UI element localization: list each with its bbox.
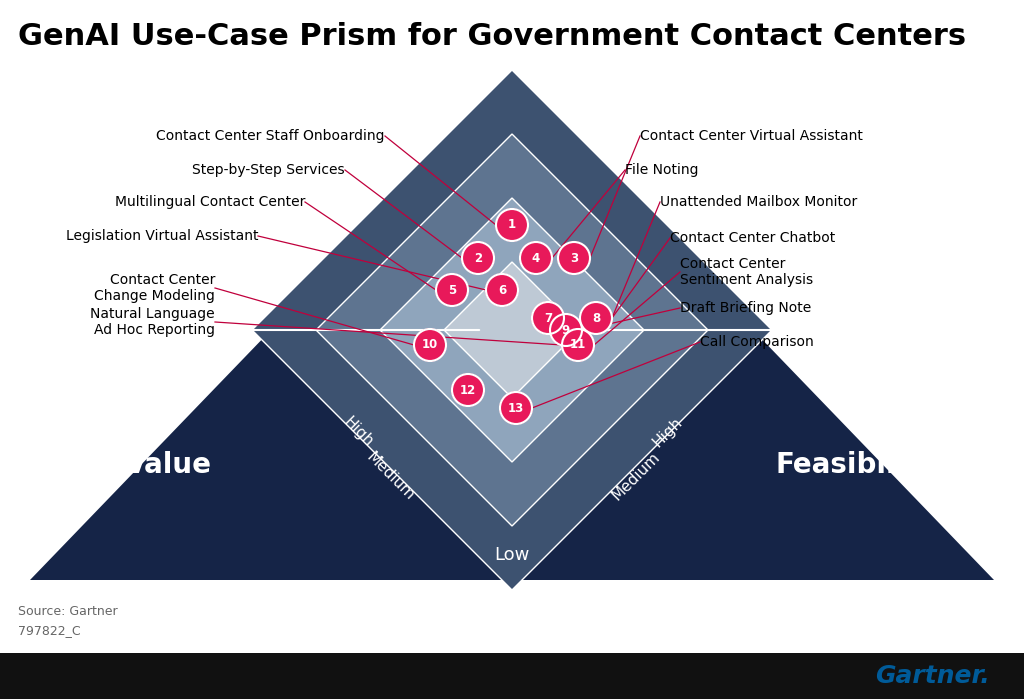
Text: Source: Gartner: Source: Gartner — [18, 605, 118, 618]
Text: 11: 11 — [570, 338, 586, 352]
Text: Contact Center Virtual Assistant: Contact Center Virtual Assistant — [640, 129, 863, 143]
Circle shape — [532, 302, 564, 334]
Text: 797822_C: 797822_C — [18, 624, 81, 637]
Text: Contact Center Chatbot: Contact Center Chatbot — [670, 231, 836, 245]
Polygon shape — [316, 134, 708, 526]
Text: 8: 8 — [592, 312, 600, 324]
Polygon shape — [444, 262, 580, 398]
Text: Gartner.: Gartner. — [876, 664, 990, 688]
Bar — [0, 653, 1024, 699]
Circle shape — [486, 274, 518, 306]
Circle shape — [462, 242, 494, 274]
Text: Call Comparison: Call Comparison — [700, 335, 814, 349]
Polygon shape — [252, 70, 772, 590]
Circle shape — [414, 329, 446, 361]
Text: 12: 12 — [460, 384, 476, 396]
Text: 6: 6 — [498, 284, 506, 296]
Polygon shape — [30, 80, 994, 580]
Text: High: High — [340, 415, 376, 449]
Circle shape — [558, 242, 590, 274]
Text: Contact Center
Change Modeling: Contact Center Change Modeling — [94, 273, 215, 303]
Text: 13: 13 — [508, 401, 524, 415]
Text: Legislation Virtual Assistant: Legislation Virtual Assistant — [66, 229, 258, 243]
Text: 7: 7 — [544, 312, 552, 324]
Circle shape — [520, 242, 552, 274]
Circle shape — [496, 209, 528, 241]
Text: GenAI Use-Case Prism for Government Contact Centers: GenAI Use-Case Prism for Government Cont… — [18, 22, 966, 51]
Text: High: High — [650, 415, 686, 449]
Text: Medium: Medium — [364, 449, 417, 503]
Polygon shape — [380, 198, 644, 462]
Text: 3: 3 — [570, 252, 579, 264]
Text: Medium: Medium — [609, 449, 663, 503]
Text: Value: Value — [125, 451, 212, 479]
Text: 4: 4 — [531, 252, 540, 264]
Text: 10: 10 — [422, 338, 438, 352]
Text: Feasibility: Feasibility — [775, 451, 937, 479]
Circle shape — [550, 314, 582, 346]
Text: Step-by-Step Services: Step-by-Step Services — [193, 163, 345, 177]
Circle shape — [500, 392, 532, 424]
Text: Unattended Mailbox Monitor: Unattended Mailbox Monitor — [660, 195, 857, 209]
Text: Multilingual Contact Center: Multilingual Contact Center — [115, 195, 305, 209]
Text: 5: 5 — [447, 284, 456, 296]
Text: Contact Center
Sentiment Analysis: Contact Center Sentiment Analysis — [680, 257, 813, 287]
Text: 2: 2 — [474, 252, 482, 264]
Circle shape — [580, 302, 612, 334]
Circle shape — [562, 329, 594, 361]
Text: 1: 1 — [508, 219, 516, 231]
Text: 9: 9 — [562, 324, 570, 336]
Circle shape — [452, 374, 484, 406]
Text: Low: Low — [495, 546, 529, 564]
Text: Contact Center Staff Onboarding: Contact Center Staff Onboarding — [157, 129, 385, 143]
Circle shape — [436, 274, 468, 306]
Text: File Noting: File Noting — [625, 163, 698, 177]
Text: Draft Briefing Note: Draft Briefing Note — [680, 301, 811, 315]
Text: Natural Language
Ad Hoc Reporting: Natural Language Ad Hoc Reporting — [90, 307, 215, 337]
